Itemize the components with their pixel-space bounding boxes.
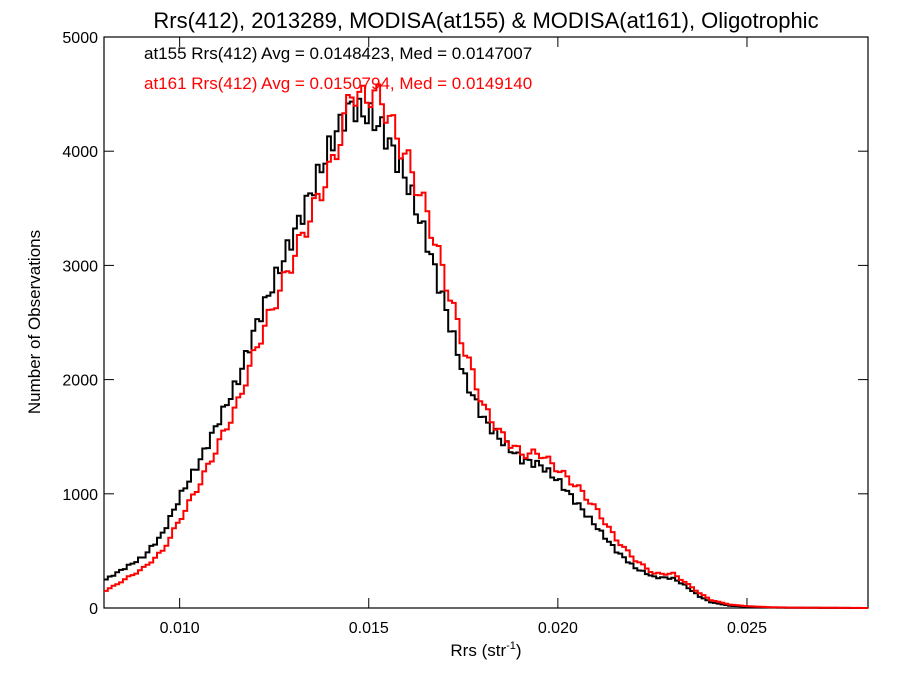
x-axis-label: Rrs (str-1)	[450, 640, 521, 660]
y-tick-label: 2000	[62, 373, 98, 390]
x-tick-label: 0.025	[727, 620, 767, 637]
y-tick-label: 4000	[62, 144, 98, 161]
series-line-at155	[104, 97, 868, 609]
x-tick-label: 0.015	[349, 620, 389, 637]
x-axis-label-main: Rrs (str	[450, 641, 506, 660]
y-tick-label: 0	[89, 601, 98, 618]
chart-title: Rrs(412), 2013289, MODISA(at155) & MODIS…	[153, 8, 818, 33]
x-axis-label-close: )	[516, 641, 522, 660]
series-annotation-at155: at155 Rrs(412) Avg = 0.0148423, Med = 0.…	[144, 44, 532, 63]
y-tick-label: 3000	[62, 258, 98, 275]
series-line-at161	[104, 83, 868, 609]
x-tick-label: 0.010	[160, 620, 200, 637]
x-tick-label: 0.020	[538, 620, 578, 637]
y-tick-label: 1000	[62, 487, 98, 504]
plot-frame	[103, 36, 869, 609]
x-axis-label-superscript: -1	[506, 640, 516, 652]
y-axis-label: Number of Observations	[25, 230, 44, 414]
plot-area: 0.010 0.015 0.020 0.025 0 1000 2000 3000 4000 500…	[62, 30, 869, 637]
series-annotation-at161: at161 Rrs(412) Avg = 0.0150794, Med = 0.…	[144, 74, 532, 93]
y-tick-label: 5000	[62, 30, 98, 47]
